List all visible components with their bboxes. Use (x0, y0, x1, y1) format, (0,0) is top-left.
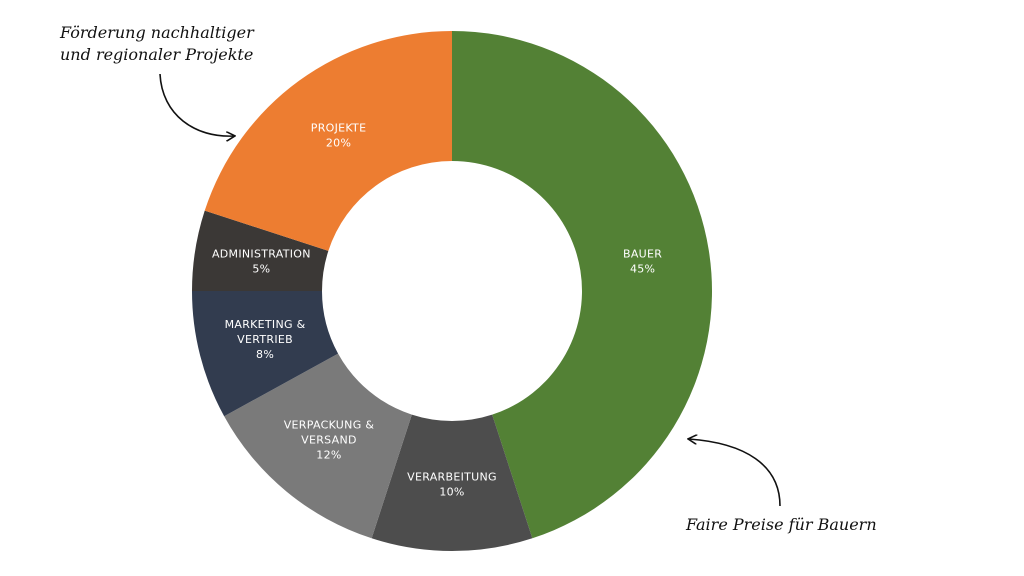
slice-label-verarbeitung: VERARBEITUNG (407, 471, 497, 484)
annotation-arrow-bottom (689, 439, 781, 507)
slice-verpackung-versand (224, 353, 412, 539)
slice-label-projekte: PROJEKTE (311, 121, 367, 134)
slice-verarbeitung (371, 414, 533, 552)
donut-slices (192, 31, 713, 552)
slice-bauer (452, 31, 713, 539)
donut-labels: BAUER 45% VERARBEITUNG 10% VERPACKUNG & VERSA… (212, 121, 662, 498)
slice-value-verpackung-versand: 12% (316, 449, 341, 462)
slice-label-bauer: BAUER (623, 247, 662, 260)
annotation-projects-line-2: und regionaler Projekte (60, 45, 254, 64)
annotation-projects: Förderung nachhaltiger und regionaler Pr… (60, 22, 254, 66)
slice-administration (192, 210, 329, 291)
slice-marketing-vertrieb (192, 291, 339, 417)
slice-value-bauer: 45% (630, 262, 655, 275)
annotation-projects-line-1: Förderung nachhaltiger (60, 23, 254, 42)
slice-value-administration: 5% (252, 262, 270, 275)
slice-label-verpackung-versand: VERSAND (301, 434, 357, 447)
annotation-farmers: Faire Preise für Bauern (686, 515, 877, 534)
slice-label-marketing-vertrieb: MARKETING & (225, 318, 306, 331)
slice-value-projekte: 20% (326, 136, 351, 149)
slice-label-marketing-vertrieb: VERTRIEB (237, 333, 293, 346)
slice-value-marketing-vertrieb: 8% (256, 348, 274, 361)
slice-value-verarbeitung: 10% (439, 486, 464, 499)
annotation-arrow-top (159, 73, 234, 136)
slice-label-verpackung-versand: VERPACKUNG & (284, 419, 375, 432)
slice-label-administration: ADMINISTRATION (212, 247, 311, 260)
slice-projekte (204, 31, 452, 251)
